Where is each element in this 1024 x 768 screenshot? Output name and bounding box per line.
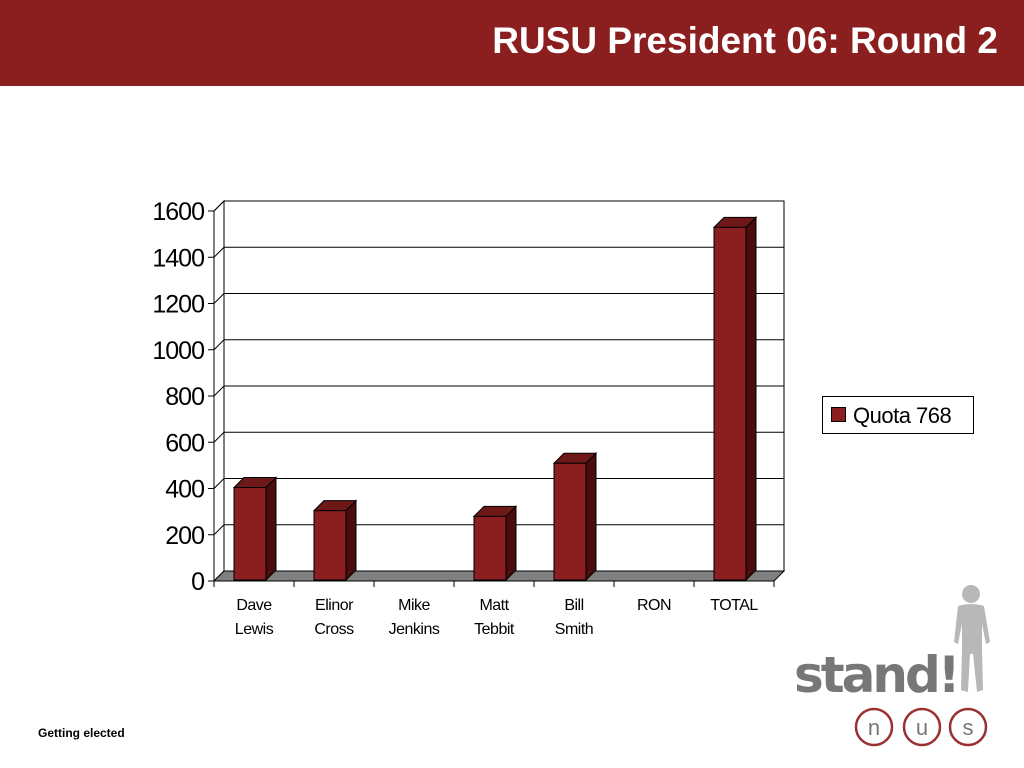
stand-nus-logo: stand! n u s	[790, 580, 1010, 755]
legend-swatch	[831, 407, 846, 422]
x-category-label: RON	[637, 597, 671, 614]
bar-side	[346, 501, 356, 580]
x-category-label: Lewis	[235, 621, 274, 638]
bar	[234, 488, 266, 581]
bar	[314, 511, 346, 580]
y-tick-label: 1400	[152, 244, 204, 272]
y-tick-label: 0	[191, 568, 204, 596]
y-tick-label: 1000	[152, 337, 204, 365]
y-tick-label: 800	[165, 383, 204, 411]
chart-legend: Quota 768	[822, 396, 974, 434]
bar-side	[586, 453, 596, 580]
x-category-label: Tebbit	[474, 621, 515, 638]
x-category-label: Mike	[398, 597, 430, 614]
bar-side	[266, 478, 276, 581]
x-category-label: Bill	[564, 597, 583, 614]
footer-text: Getting elected	[38, 726, 125, 740]
y-tick-label: 200	[165, 522, 204, 550]
bar-side	[746, 217, 756, 580]
person-silhouette-icon	[954, 585, 990, 692]
y-tick-label: 400	[165, 476, 204, 504]
x-category-label: TOTAL	[710, 597, 758, 614]
x-category-label: Dave	[236, 597, 272, 614]
logo-letter-s: s	[963, 715, 974, 740]
logo-letter-n: n	[868, 715, 880, 740]
y-tick-label: 600	[165, 429, 204, 457]
bar	[714, 227, 746, 580]
bar	[474, 516, 506, 580]
x-category-label: Matt	[479, 597, 509, 614]
x-category-label: Smith	[555, 621, 593, 638]
bar	[554, 463, 586, 580]
y-tick-label: 1200	[152, 291, 204, 319]
logo-letter-u: u	[916, 715, 928, 740]
x-category-label: Elinor	[315, 597, 354, 614]
y-tick-label: 1600	[152, 198, 204, 226]
bar-side	[506, 506, 516, 580]
x-category-label: Jenkins	[389, 621, 440, 638]
legend-label: Quota 768	[853, 403, 951, 429]
nus-rings: n u s	[856, 709, 986, 745]
logo-wordmark: stand!	[794, 646, 958, 704]
x-category-label: Cross	[314, 621, 354, 638]
